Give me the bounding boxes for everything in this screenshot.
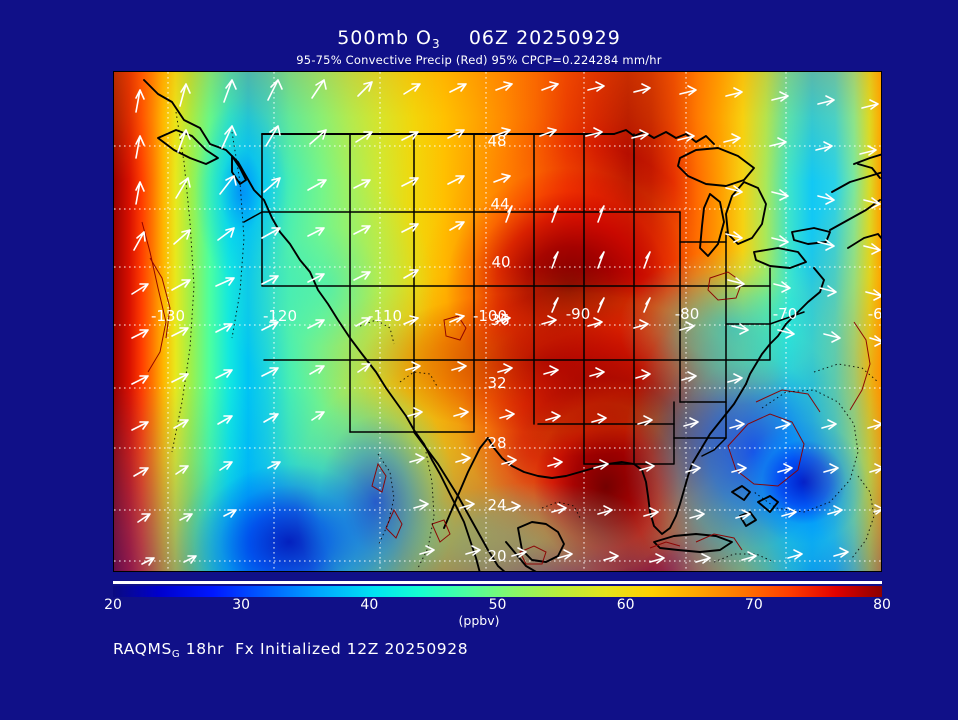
figure-title-spacer [441, 27, 469, 49]
colorbar-unit-label: (ppbv) [458, 613, 500, 628]
wind-vectors [131, 79, 881, 566]
footer-forecast-info: 18hr Fx Initialized 12Z 20250928 [180, 640, 469, 658]
map-overlays [114, 72, 881, 571]
colorbar [113, 586, 882, 597]
colorbar-top-rule [113, 581, 882, 584]
colorbar-tick-20: 20 [104, 597, 122, 613]
colorbar-tick-70: 70 [744, 597, 763, 613]
figure-title: 500mb O3 06Z 20250929 [0, 27, 958, 51]
colorbar-tick-60: 60 [616, 597, 635, 613]
colorbar-tick-80: 80 [873, 597, 891, 613]
footer-model-name: RAQMS [113, 640, 172, 658]
footer-model-subscript: G [171, 649, 181, 660]
figure-title-variable: 500mb O [337, 27, 433, 49]
figure-subtitle: 95-75% Convective Precip (Red) 95% CPCP=… [296, 53, 662, 67]
colorbar-tick-40: 40 [360, 597, 379, 613]
map-plot-area: -130-120-110-100-90-80-70-60484440363228… [113, 71, 882, 572]
figure-title-subscript: 3 [432, 37, 441, 51]
figure-footer: RAQMSG 18hr Fx Initialized 12Z 20250928 [113, 640, 468, 660]
colorbar-tick-50: 50 [488, 597, 507, 613]
coastlines-and-borders [143, 79, 881, 571]
convective-precip-contours [141, 221, 871, 565]
colorbar-tick-30: 30 [232, 597, 251, 613]
figure-title-valid-time: 06Z 20250929 [468, 27, 621, 49]
